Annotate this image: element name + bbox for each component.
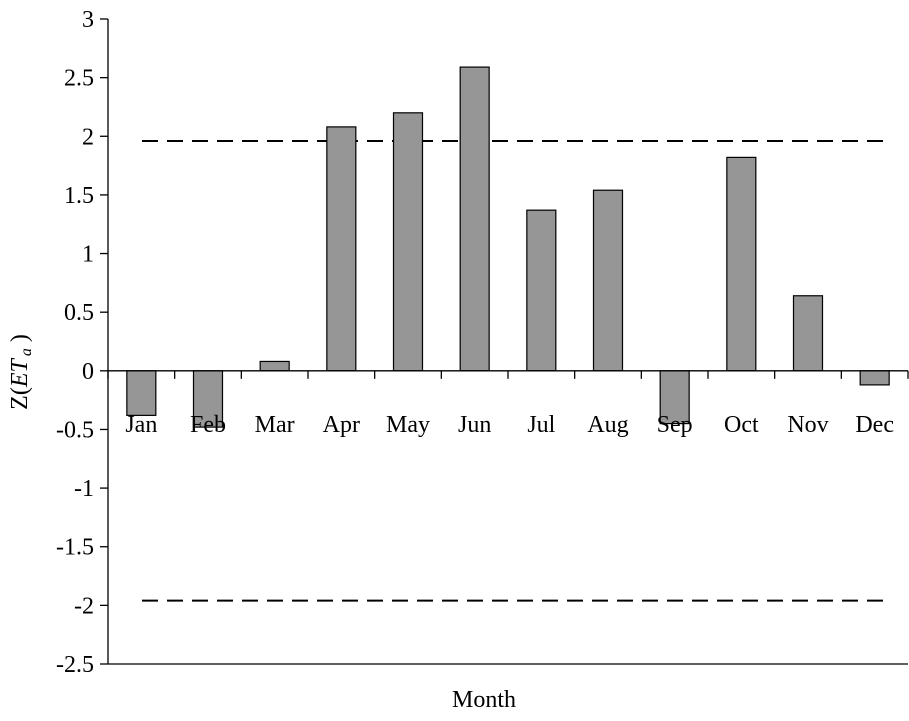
- axes: [100, 18, 909, 665]
- x-tick-label-aug: Aug: [587, 412, 628, 438]
- bar-jan: [126, 370, 157, 416]
- x-tick-label-oct: Oct: [724, 412, 759, 438]
- bar-dec: [859, 370, 890, 386]
- y-axis-title-main: ET: [7, 358, 33, 389]
- y-tick-labels: 3 2.5 2 1.5 1 0.5 0 -0.5 -1 -1.5 -2 -2.5: [56, 7, 94, 678]
- x-tick-label-apr: Apr: [323, 412, 360, 438]
- y-tick-label: 3: [82, 7, 94, 33]
- bar-apr: [326, 126, 357, 372]
- y-tick-label: 2.5: [64, 66, 94, 92]
- bar-feb: [192, 370, 224, 428]
- x-axis-title: Month: [452, 687, 516, 713]
- x-tick-label-mar: Mar: [255, 412, 295, 438]
- y-tick-label: 0.5: [64, 300, 94, 326]
- x-tick-label-sep: Sep: [657, 412, 693, 438]
- y-tick-label: -1: [74, 476, 94, 502]
- y-axis-title-prefix: Z(: [7, 387, 33, 410]
- x-tick-labels: Jan Feb Mar Apr May Jun Jul Aug Sep Oct Nov Dec: [125, 412, 894, 438]
- y-tick-label: 0: [82, 359, 94, 385]
- y-tick-label: 1: [82, 242, 94, 268]
- bar-jun: [459, 66, 490, 372]
- x-tick-label-dec: Dec: [855, 412, 894, 438]
- y-axis-title: Z(ET a ): [7, 334, 35, 410]
- y-tick-label: -1.5: [56, 535, 94, 561]
- bar-mar: [259, 360, 290, 372]
- y-tick-label: 1.5: [64, 183, 94, 209]
- y-axis-title-subscript: a: [18, 348, 35, 356]
- bar-may: [392, 112, 424, 372]
- y-tick-label: -0.5: [56, 417, 94, 443]
- x-tick-label-jan: Jan: [125, 412, 157, 438]
- x-tick-label-feb: Feb: [190, 412, 226, 438]
- bar-aug: [592, 189, 624, 372]
- y-tick-label: 2: [82, 124, 94, 150]
- y-tick-label: -2: [74, 593, 94, 619]
- bars: [126, 66, 890, 428]
- x-tick-label-may: May: [386, 412, 430, 438]
- y-axis-title-suffix: ): [7, 334, 33, 348]
- bar-nov: [792, 295, 824, 372]
- bar-sep: [659, 370, 690, 425]
- x-tick-label-jul: Jul: [527, 412, 555, 438]
- x-tick-label-nov: Nov: [787, 412, 828, 438]
- bar-jul: [526, 209, 557, 372]
- y-tick-label: -2.5: [56, 652, 94, 678]
- bar-oct: [726, 156, 757, 372]
- x-tick-label-jun: Jun: [458, 412, 491, 438]
